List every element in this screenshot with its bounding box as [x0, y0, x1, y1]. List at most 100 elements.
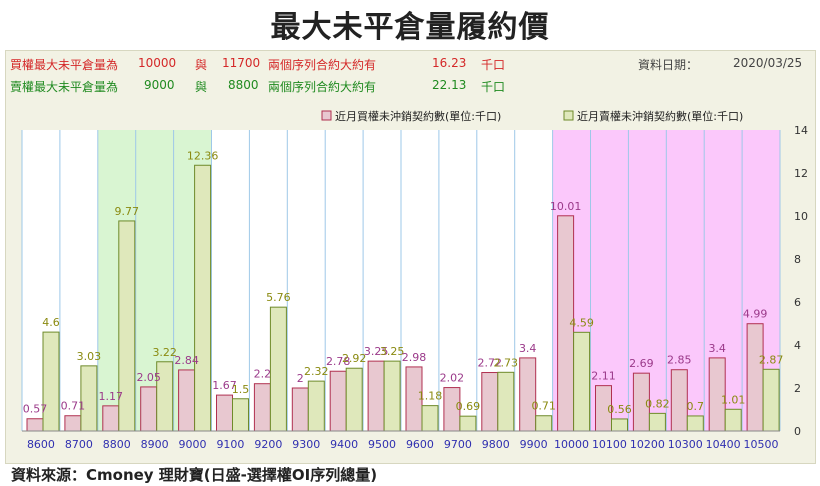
buy-bar [329, 370, 347, 432]
buy-value-label: 2.98 [402, 351, 427, 364]
x-tick-label: 9700 [444, 438, 472, 451]
sell-bar [307, 380, 325, 432]
y-tick-label: 6 [794, 296, 801, 309]
sell-strike-1: 9000 [144, 78, 175, 92]
sell-value-label: 1.5 [232, 383, 250, 396]
sell-value-label: 2.87 [759, 353, 784, 366]
buy-value-label: 10.01 [550, 200, 582, 213]
buy-bar [481, 372, 499, 432]
x-tick-label: 9100 [216, 438, 244, 451]
sell-bar [686, 415, 704, 432]
x-tick-label: 8600 [27, 438, 55, 451]
buy-bar [291, 387, 309, 432]
sell-value-label: 5.76 [266, 291, 291, 304]
buy-bar [102, 405, 120, 432]
buy-value-label: 2.72 [478, 357, 503, 370]
sell-value-label: 4.59 [569, 316, 594, 329]
y-tick-label: 8 [794, 253, 801, 266]
x-tick-label: 10500 [744, 438, 779, 451]
buy-bar [64, 415, 82, 432]
buy-value-label: 2.05 [136, 371, 161, 384]
buy-value-label: 2.2 [254, 368, 272, 381]
buy-value-label: 1.17 [99, 390, 124, 403]
sell-bar [383, 360, 401, 432]
x-tick-label: 9300 [292, 438, 320, 451]
buy-value-label: 2 [297, 372, 304, 385]
x-tick-label: 9200 [254, 438, 282, 451]
sell-bar [724, 408, 742, 432]
buy-value-label: 4.99 [743, 308, 768, 321]
sell-bar [232, 398, 249, 432]
buy-value-label: 2.69 [629, 357, 654, 370]
x-tick-label: 10300 [668, 438, 703, 451]
x-tick-label: 10400 [706, 438, 741, 451]
sell-combined-text: 兩個序列合約大約有 [268, 80, 377, 94]
date-value: 2020/03/25 [733, 56, 803, 70]
buy-value-label: 2.85 [667, 354, 692, 367]
buy-max-label: 買權最大未平倉量為 [10, 58, 119, 72]
sell-value-label: 0.82 [645, 397, 670, 410]
y-tick-label: 14 [794, 124, 808, 137]
date-label: 資料日期： [638, 58, 699, 72]
sell-value-label: 3.22 [152, 346, 177, 359]
sell-value-label: 9.77 [115, 205, 140, 218]
x-tick-label: 9000 [179, 438, 207, 451]
sell-bar [421, 405, 439, 432]
sell-bar [80, 365, 98, 432]
y-tick-label: 2 [794, 382, 801, 395]
buy-value-label: 0.71 [61, 400, 86, 413]
chart-panel: 買權最大未平倉量為 10000 與 11700 兩個序列合約大約有 16.23 … [5, 50, 816, 464]
sell-value-label: 2.32 [304, 365, 329, 378]
sell-bar [42, 331, 60, 432]
y-tick-label: 12 [794, 167, 808, 180]
buy-value-label: 2.02 [440, 372, 465, 385]
buy-bar [140, 386, 158, 432]
sell-max-label: 賣權最大未平倉量為 [10, 80, 119, 94]
sell-bar [762, 368, 780, 432]
sell-sep: 與 [195, 80, 208, 94]
buy-value-label: 2.11 [591, 370, 616, 383]
x-tick-label: 9800 [482, 438, 510, 451]
bar-chart: 近月買權未沖銷契約數(單位:千口) 近月賣權未沖銷契約數(單位:千口) 0.57 4.… [21, 109, 808, 451]
sell-value-label: 1.18 [418, 390, 443, 403]
buy-bar [178, 369, 196, 432]
sell-bar [345, 367, 363, 432]
sell-value-label: 3.25 [380, 345, 405, 358]
buy-value-label: 3.4 [519, 342, 537, 355]
sell-value-label: 4.6 [42, 316, 60, 329]
x-tick-label: 10100 [592, 438, 627, 451]
sell-bar [611, 418, 628, 432]
legend-sell-swatch [563, 110, 574, 121]
buy-value-label: 2.78 [326, 355, 351, 368]
source-note: 資料來源：Cmoney 理財寶(日盛-選擇權OI序列總量) [11, 466, 378, 484]
sell-strike-2: 8800 [228, 78, 259, 92]
page-title: 最大未平倉量履約價 [270, 10, 550, 45]
sell-value-label: 0.71 [531, 400, 556, 413]
y-tick-label: 0 [794, 425, 801, 438]
buy-unit: 千口 [481, 58, 506, 72]
buy-sep: 與 [195, 58, 208, 72]
buy-bar [670, 369, 688, 432]
buy-value-label: 2.84 [174, 354, 199, 367]
sell-value-label: 0.7 [687, 400, 705, 413]
x-tick-label: 8900 [141, 438, 169, 451]
buy-value-label: 1.67 [212, 379, 237, 392]
legend-sell-label: 近月賣權未沖銷契約數(單位:千口) [577, 109, 743, 123]
sell-value-label: 2.73 [494, 356, 519, 369]
buy-bar [26, 418, 44, 432]
sell-bar [497, 371, 515, 432]
x-tick-label: 8800 [103, 438, 131, 451]
buy-strike-1: 10000 [138, 56, 177, 70]
buy-bar [253, 383, 271, 432]
x-tick-label: 10000 [554, 438, 589, 451]
sell-bar [648, 412, 666, 432]
sell-unit: 千口 [481, 80, 506, 94]
y-tick-label: 10 [794, 210, 808, 223]
sell-value-label: 1.01 [721, 393, 746, 406]
buy-bar [216, 394, 233, 432]
sell-bar [269, 306, 287, 432]
sell-bar [459, 415, 477, 432]
x-tick-label: 9600 [406, 438, 434, 451]
sell-bar [194, 164, 212, 432]
legend-buy-label: 近月買權未沖銷契約數(單位:千口) [335, 109, 501, 123]
